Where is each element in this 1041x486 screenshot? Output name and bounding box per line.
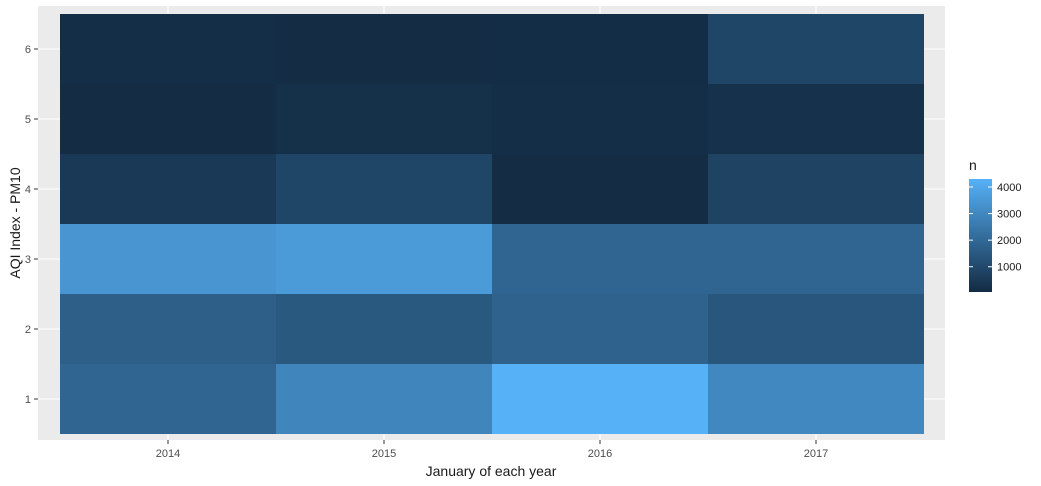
heatmap-tile (276, 224, 492, 294)
heatmap-tile (708, 14, 924, 84)
y-tick-label: 3 (25, 254, 31, 266)
legend-tick-label: 1000 (997, 262, 1021, 274)
y-axis-ticks: 1 2 3 4 5 6 (25, 44, 38, 406)
legend-tick-label: 3000 (997, 209, 1021, 221)
x-axis-ticks: 2014 2015 2016 2017 (156, 440, 828, 460)
heatmap-tile (60, 364, 276, 434)
heatmap-tile (708, 364, 924, 434)
legend-title: n (969, 157, 977, 173)
x-tick-label: 2015 (372, 448, 396, 460)
y-tick-label: 6 (25, 44, 31, 56)
legend-tick-label: 2000 (997, 235, 1021, 247)
y-tick-label: 4 (25, 184, 31, 196)
heatmap-tile (276, 364, 492, 434)
x-tick-label: 2016 (588, 448, 612, 460)
y-tick-label: 2 (25, 324, 31, 336)
heatmap-tile (276, 14, 492, 84)
heatmap-tile (60, 294, 276, 364)
x-axis-title: January of each year (426, 463, 557, 479)
legend-tick-label: 4000 (997, 182, 1021, 194)
heatmap-tile (492, 154, 708, 224)
heatmap-tile (276, 154, 492, 224)
heatmap-tile (276, 84, 492, 154)
heatmap-tiles (60, 14, 924, 434)
y-axis-title: AQI Index - PM10 (7, 167, 23, 278)
x-tick-label: 2014 (156, 448, 180, 460)
heatmap-tile (708, 154, 924, 224)
heatmap-tile (492, 364, 708, 434)
heatmap-tile (60, 224, 276, 294)
heatmap-tile (492, 84, 708, 154)
legend-ticks: 1000 2000 3000 4000 (969, 182, 1021, 274)
heatmap-tile (276, 294, 492, 364)
y-tick-label: 5 (25, 114, 31, 126)
y-tick-label: 1 (25, 394, 31, 406)
heatmap-tile (60, 14, 276, 84)
heatmap-tile (708, 84, 924, 154)
heatmap-tile (708, 294, 924, 364)
heatmap-tile (60, 154, 276, 224)
color-legend: n 1000 2000 3000 4000 (969, 157, 1021, 292)
heatmap-tile (492, 294, 708, 364)
heatmap-tile (492, 14, 708, 84)
heatmap-tile (708, 224, 924, 294)
x-tick-label: 2017 (804, 448, 828, 460)
heatmap-tile (492, 224, 708, 294)
heatmap-tile (60, 84, 276, 154)
legend-colorbar (969, 179, 992, 292)
